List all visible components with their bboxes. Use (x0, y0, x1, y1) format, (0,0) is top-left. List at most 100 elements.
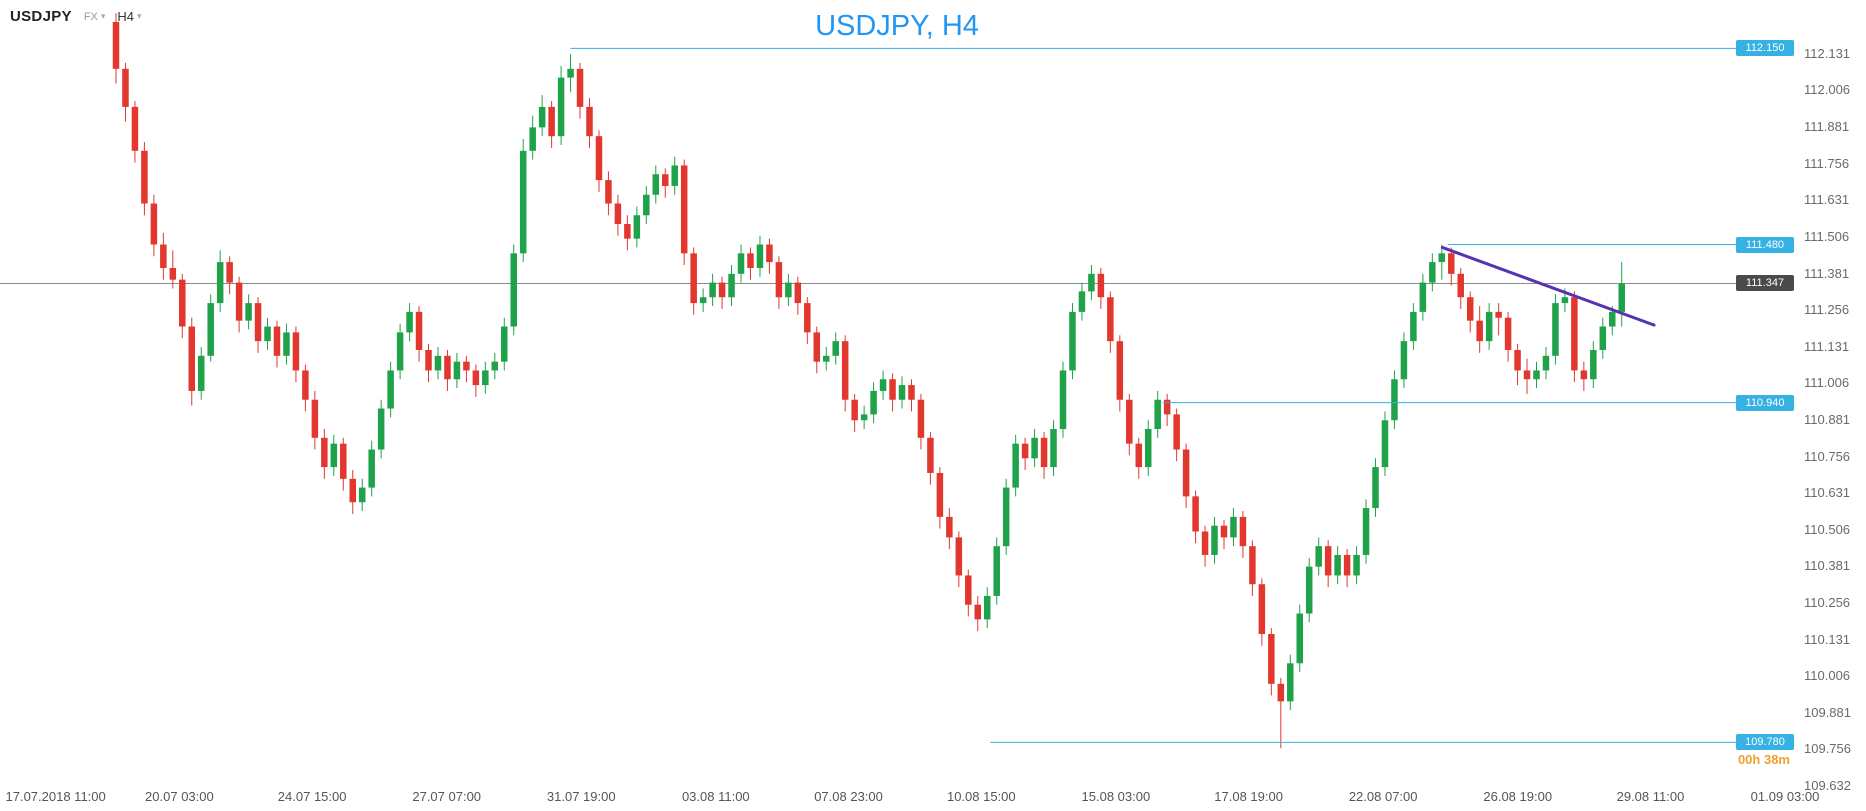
symbol-button[interactable]: USDJPY (10, 8, 72, 25)
candle-body (1495, 311, 1502, 318)
candle-body (160, 244, 167, 268)
price-tick: 110.631 (1804, 485, 1851, 501)
candle-body (340, 443, 347, 479)
candle-body (1031, 437, 1038, 459)
candle-body (1069, 311, 1076, 371)
candle-body (1400, 341, 1408, 380)
candle-body (1144, 429, 1152, 468)
candle-body (927, 437, 934, 473)
time-tick: 31.07 19:00 (546, 789, 616, 804)
candle-body (851, 399, 858, 421)
interval-dropdown[interactable]: H4 ▾ (117, 9, 141, 24)
candle-body (1381, 420, 1389, 468)
candle-body (955, 537, 963, 576)
candle-body (1097, 273, 1105, 298)
candle-body (377, 408, 385, 450)
candle-body (358, 487, 366, 503)
candle-body (1580, 370, 1588, 380)
candle-body (567, 68, 574, 78)
price-tick: 111.506 (1804, 228, 1850, 244)
candle-body (766, 244, 773, 263)
candle-body (747, 253, 754, 268)
candle-body (150, 203, 158, 245)
candle-body (1201, 531, 1209, 555)
candle-body (311, 399, 319, 438)
price-tick: 110.756 (1804, 448, 1851, 464)
candle-body (1154, 399, 1161, 430)
time-tick: 17.08 19:00 (1214, 789, 1283, 804)
candle-body (179, 279, 186, 327)
price-axis[interactable]: 112.131 112.006 111.881 111.756 111.631 111.5… (1794, 0, 1866, 793)
candle-body (652, 174, 660, 195)
candle-body (879, 379, 887, 391)
candle-body (841, 341, 849, 400)
candle-body (737, 253, 745, 274)
candle-body (1107, 297, 1114, 342)
time-tick: 03.08 11:00 (681, 789, 750, 804)
candle-body (529, 127, 536, 151)
price-tick: 110.506 (1804, 521, 1851, 537)
candle-body (974, 604, 982, 620)
candle-body (1542, 355, 1550, 371)
candle-body (1410, 311, 1417, 342)
candle-body (993, 546, 1000, 596)
candle-body (718, 282, 726, 298)
candle-body (548, 106, 555, 137)
candle-body (1021, 443, 1029, 459)
chevron-down-icon: ▾ (100, 11, 106, 21)
candle-body (245, 303, 252, 321)
candle-body (1305, 566, 1313, 614)
candle-body (1504, 317, 1512, 350)
price-tick: 110.131 (1804, 631, 1851, 647)
candle-body (425, 349, 432, 371)
price-tick: 111.006 (1804, 375, 1850, 391)
candle-body (1277, 683, 1285, 702)
candle-body (1078, 291, 1086, 312)
candle-body (605, 180, 612, 204)
trendline[interactable] (1440, 245, 1656, 327)
candle-body (1457, 273, 1464, 298)
candle-body (1211, 525, 1218, 555)
candle-body (1163, 399, 1171, 415)
candle-body (1040, 437, 1048, 468)
price-tick: 112.006 (1804, 82, 1851, 98)
candle-body (396, 332, 404, 371)
candle-body (1561, 297, 1569, 304)
time-axis[interactable]: 17.07.2018 11:00 20.07 03:00 24.07 15:00 27… (0, 786, 1820, 811)
candle-body (908, 385, 915, 400)
price-tick: 111.131 (1804, 338, 1850, 354)
candle-body (1182, 449, 1190, 497)
candle-body (662, 174, 669, 186)
candlestick-plot[interactable] (0, 0, 1794, 786)
candle-body (1296, 613, 1303, 664)
exchange-dropdown[interactable]: FX ▾ (84, 11, 106, 23)
candle-body (624, 224, 631, 239)
candle-body (936, 472, 944, 517)
candle-body (832, 341, 839, 356)
time-tick: 17.07.2018 11:00 (5, 789, 106, 804)
candle-body (1609, 311, 1616, 327)
candle-body (472, 370, 480, 386)
candle-body (680, 165, 688, 254)
time-tick: 27.07 07:00 (412, 789, 482, 804)
candle-body (1523, 370, 1531, 380)
candle-body (889, 379, 896, 400)
price-tick: 110.256 (1804, 594, 1851, 610)
time-tick: 20.07 03:00 (145, 789, 214, 804)
candle-body (595, 136, 603, 181)
candle-body (870, 390, 877, 415)
candle-body (699, 297, 707, 304)
price-tick: 109.756 (1804, 741, 1851, 757)
candle-body (1173, 414, 1180, 450)
candle-body (1476, 320, 1483, 342)
time-tick: 10.08 15:00 (946, 789, 1016, 804)
candle-body (813, 332, 821, 362)
chart-title: USDJPY, H4 (815, 10, 979, 42)
price-tick: 111.881 (1804, 119, 1850, 135)
candle-body (1268, 634, 1275, 684)
candle-body (387, 370, 394, 409)
candle-body (349, 478, 356, 503)
price-tick: 111.381 (1804, 265, 1850, 281)
price-tick: 111.756 (1804, 155, 1850, 171)
candle-body (1466, 297, 1474, 321)
